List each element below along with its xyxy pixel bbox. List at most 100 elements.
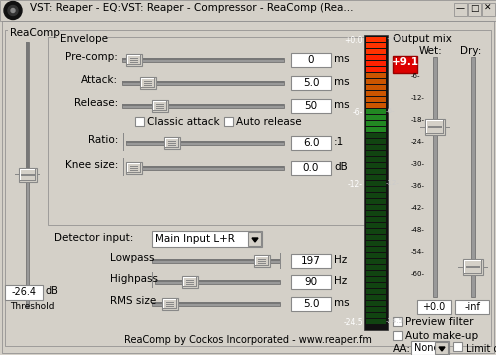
Bar — [366, 85, 386, 90]
Bar — [366, 193, 386, 198]
Bar — [366, 217, 386, 222]
Bar — [168, 141, 176, 142]
Bar — [393, 317, 402, 326]
Text: 5.0: 5.0 — [303, 78, 319, 88]
Bar — [140, 55, 141, 65]
Bar — [166, 306, 174, 307]
Bar — [152, 259, 280, 263]
Text: RMS size: RMS size — [110, 296, 156, 306]
Text: -48-: -48- — [411, 227, 425, 233]
Bar — [366, 319, 386, 324]
Bar — [481, 260, 482, 274]
Bar — [463, 259, 483, 275]
Bar — [464, 273, 482, 274]
Bar — [196, 277, 197, 287]
Bar — [366, 169, 386, 174]
Bar — [366, 223, 386, 228]
Bar — [163, 308, 177, 309]
Bar — [153, 101, 167, 102]
Text: Auto make-up: Auto make-up — [405, 331, 478, 341]
Text: Release:: Release: — [74, 98, 118, 108]
Bar — [155, 280, 280, 284]
Bar — [48, 37, 366, 225]
Circle shape — [4, 1, 22, 20]
Bar — [291, 76, 331, 90]
Bar — [475, 267, 488, 268]
Text: Ratio:: Ratio: — [88, 135, 118, 145]
Bar — [156, 104, 164, 105]
Bar — [156, 106, 164, 107]
Bar — [474, 266, 480, 268]
Bar — [366, 91, 386, 96]
Text: Output mix: Output mix — [393, 34, 452, 44]
Bar — [426, 120, 444, 121]
Bar — [291, 53, 331, 67]
Bar — [366, 61, 386, 66]
Bar — [366, 97, 386, 102]
Text: -6-: -6- — [353, 108, 363, 117]
Bar — [122, 104, 284, 106]
Text: Preview filter: Preview filter — [405, 317, 474, 327]
Bar — [183, 286, 197, 287]
Bar — [366, 79, 386, 84]
Bar — [140, 77, 156, 89]
Bar — [366, 145, 386, 150]
Text: Main Input L+R: Main Input L+R — [155, 234, 235, 244]
Bar — [127, 55, 141, 56]
Bar — [141, 87, 155, 88]
Bar — [466, 266, 472, 268]
Bar — [152, 259, 280, 261]
Bar — [168, 143, 176, 144]
Bar — [366, 205, 386, 210]
Bar — [366, 277, 386, 282]
Bar — [20, 169, 36, 170]
Text: -12-: -12- — [411, 95, 425, 101]
Bar — [122, 58, 284, 60]
Bar — [471, 57, 475, 297]
Bar — [178, 138, 179, 148]
Text: -30-: -30- — [411, 161, 425, 167]
Text: dB: dB — [45, 286, 58, 296]
Text: ms: ms — [334, 298, 350, 308]
Bar — [122, 58, 284, 62]
Text: -54-: -54- — [411, 249, 425, 255]
Bar — [366, 49, 386, 54]
Bar — [135, 117, 144, 126]
Bar — [122, 81, 284, 83]
Bar — [391, 33, 456, 36]
Bar — [366, 127, 386, 132]
Bar — [130, 58, 138, 59]
Text: +0.0: +0.0 — [386, 36, 403, 42]
Bar — [366, 67, 386, 72]
Text: dB: dB — [334, 162, 348, 172]
Bar — [155, 280, 280, 282]
Bar — [166, 101, 167, 111]
Bar — [366, 199, 386, 204]
Text: ms: ms — [334, 54, 350, 64]
Text: Limit output: Limit output — [466, 344, 496, 354]
Bar — [366, 73, 386, 78]
Bar — [366, 181, 386, 186]
Bar — [165, 138, 179, 139]
Text: 0.0: 0.0 — [303, 163, 319, 173]
Bar — [127, 163, 128, 173]
Bar — [411, 341, 449, 355]
Bar — [127, 64, 141, 65]
Text: AA:: AA: — [393, 344, 411, 354]
Text: 90: 90 — [305, 277, 317, 287]
Bar — [123, 158, 124, 176]
Bar — [458, 267, 471, 268]
Text: 50: 50 — [305, 101, 317, 111]
Bar — [366, 133, 386, 138]
Bar — [126, 166, 284, 168]
Text: Highpass: Highpass — [110, 274, 158, 284]
Text: -6-: -6- — [386, 108, 395, 114]
Bar — [182, 276, 198, 288]
Bar — [366, 211, 386, 216]
Bar — [130, 170, 138, 171]
Bar — [366, 157, 386, 162]
Bar — [470, 266, 476, 268]
Text: Pre-comp:: Pre-comp: — [65, 52, 118, 62]
Bar — [366, 55, 386, 60]
Bar — [127, 163, 141, 164]
